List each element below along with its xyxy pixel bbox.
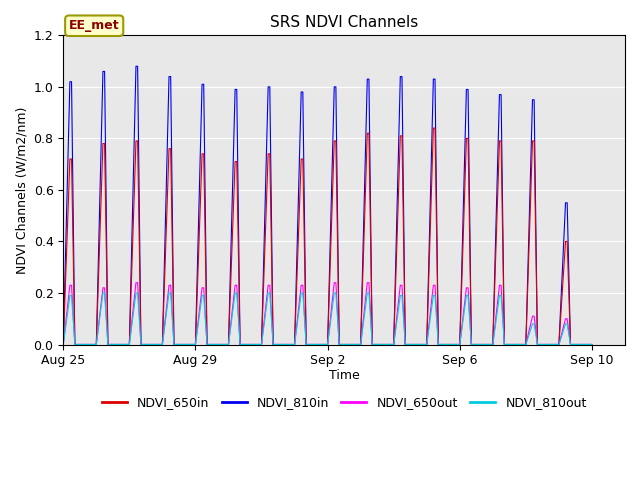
NDVI_810out — [582, 342, 590, 348]
NDVI_650in — [442, 342, 449, 348]
NDVI_650in — [168, 195, 175, 201]
NDVI_650in — [588, 342, 596, 348]
NDVI_810in — [132, 63, 140, 69]
Line: NDVI_810out: NDVI_810out — [63, 293, 592, 345]
NDVI_810out — [168, 306, 175, 312]
NDVI_810in — [476, 342, 483, 348]
NDVI_650in — [508, 342, 515, 348]
NDVI_650out — [396, 293, 403, 299]
Text: EE_met: EE_met — [69, 19, 120, 32]
NDVI_810out — [99, 290, 107, 296]
Line: NDVI_650out: NDVI_650out — [63, 283, 592, 345]
NDVI_650out — [168, 300, 175, 306]
NDVI_810out — [396, 301, 403, 307]
NDVI_650out — [132, 280, 140, 286]
Line: NDVI_810in: NDVI_810in — [63, 66, 592, 345]
NDVI_810in — [508, 342, 515, 348]
NDVI_650in — [395, 175, 403, 180]
NDVI_650in — [429, 125, 437, 131]
NDVI_650out — [508, 342, 515, 348]
Y-axis label: NDVI Channels (W/m2/nm): NDVI Channels (W/m2/nm) — [15, 106, 28, 274]
NDVI_650in — [476, 342, 483, 348]
NDVI_810in — [396, 120, 403, 126]
NDVI_810out — [588, 342, 596, 348]
NDVI_810out — [508, 342, 515, 348]
NDVI_650in — [582, 342, 590, 348]
NDVI_650out — [582, 342, 590, 348]
NDVI_650out — [442, 342, 449, 348]
NDVI_650out — [60, 342, 67, 348]
Legend: NDVI_650in, NDVI_810in, NDVI_650out, NDVI_810out: NDVI_650in, NDVI_810in, NDVI_650out, NDV… — [97, 391, 591, 414]
NDVI_650in — [60, 342, 67, 348]
NDVI_810in — [582, 342, 590, 348]
NDVI_810out — [442, 342, 449, 348]
NDVI_810in — [588, 342, 596, 348]
NDVI_810out — [476, 342, 483, 348]
X-axis label: Time: Time — [329, 369, 360, 382]
NDVI_810out — [60, 342, 67, 348]
NDVI_810in — [168, 154, 175, 160]
NDVI_650out — [588, 342, 596, 348]
Title: SRS NDVI Channels: SRS NDVI Channels — [270, 15, 419, 30]
NDVI_650out — [476, 342, 483, 348]
NDVI_810in — [60, 342, 67, 348]
NDVI_810in — [442, 342, 449, 348]
Line: NDVI_650in: NDVI_650in — [63, 128, 592, 345]
